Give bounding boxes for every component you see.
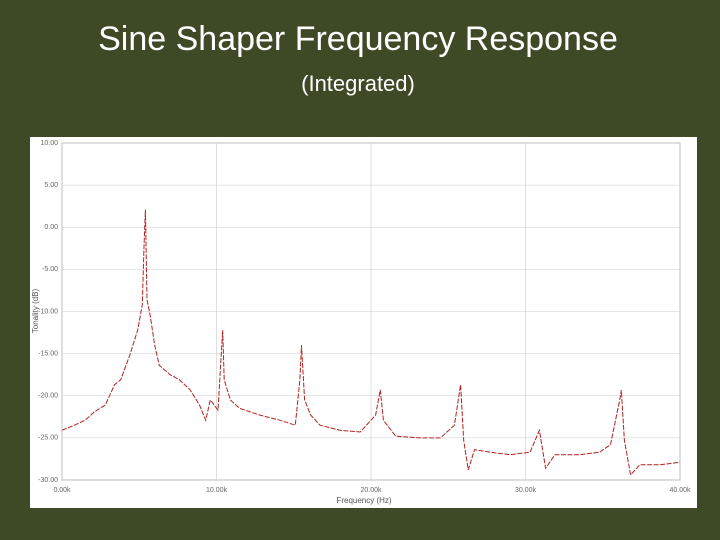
x-axis-label: Frequency (Hz) bbox=[336, 496, 391, 505]
x-tick-label: 40.00k bbox=[669, 487, 691, 494]
y-tick-label: -5.00 bbox=[42, 266, 58, 273]
y-tick-label: -15.00 bbox=[38, 350, 58, 357]
y-axis-label: Tonality (dB) bbox=[31, 288, 40, 333]
y-tick-label: -25.00 bbox=[38, 435, 58, 442]
x-tick-label: 20.00k bbox=[360, 487, 382, 494]
chart-subtitle: (Integrated) bbox=[301, 71, 415, 96]
x-tick-label: 10.00k bbox=[206, 487, 228, 494]
y-tick-label: 5.00 bbox=[44, 182, 58, 189]
chart-panel bbox=[30, 137, 697, 508]
y-tick-label: -30.00 bbox=[38, 477, 58, 484]
data-line bbox=[61, 209, 681, 476]
chart-title: Sine Shaper Frequency Response bbox=[98, 20, 618, 58]
y-tick-label: 10.00 bbox=[40, 140, 58, 147]
x-tick-label: 30.00k bbox=[515, 487, 537, 494]
y-tick-label: -20.00 bbox=[38, 393, 58, 400]
y-tick-label: -10.00 bbox=[38, 308, 58, 315]
y-tick-label: 0.00 bbox=[44, 224, 58, 231]
x-tick-label: 0.00k bbox=[53, 487, 71, 494]
